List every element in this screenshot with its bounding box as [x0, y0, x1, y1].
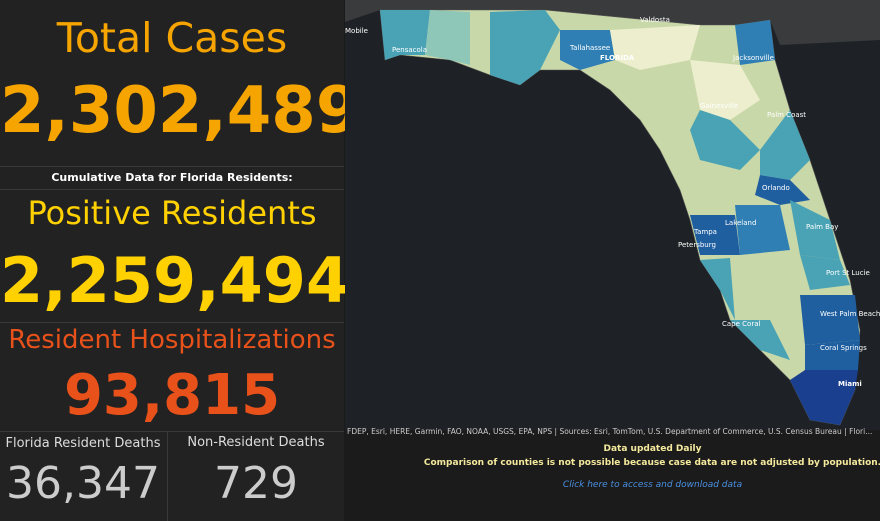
resident-deaths-title: Florida Resident Deaths [5, 436, 161, 451]
county [800, 255, 850, 290]
total-cases-value: 2,302,489 [0, 74, 361, 148]
county [730, 320, 790, 360]
total-cases-title: Total Cases [56, 14, 288, 62]
map-labels: Valdosta Mobile Pensacola Tallahassee FL… [345, 16, 880, 388]
county [380, 10, 430, 60]
county [490, 10, 560, 85]
map-label: Coral Springs [820, 344, 867, 352]
county [760, 110, 810, 180]
map-label: Mobile [345, 27, 368, 35]
map-label: West Palm Beach [820, 310, 880, 318]
county [755, 175, 810, 205]
county [560, 30, 615, 70]
map-label: Palm Bay [806, 223, 838, 231]
map-label: Pensacola [392, 46, 427, 54]
florida [379, 9, 861, 426]
map-label: Valdosta [640, 16, 670, 24]
map-label: FLORIDA [600, 54, 635, 62]
comparison-note: Comparison of counties is not possible b… [423, 458, 880, 468]
download-link[interactable]: Click here to access and download data [562, 480, 743, 490]
map: Valdosta Mobile Pensacola Tallahassee FL… [345, 0, 880, 430]
map-label: Miami [838, 380, 862, 388]
county [425, 10, 470, 65]
county [790, 370, 858, 425]
map-label: Tallahassee [569, 44, 610, 52]
divider [0, 189, 344, 190]
resident-deaths-value: 36,347 [6, 458, 160, 509]
county [610, 25, 700, 70]
footer: FDEP, Esri, HERE, Garmin, FAO, NOAA, USG… [345, 427, 880, 521]
county [805, 340, 860, 370]
land-north [345, 0, 880, 45]
divider [167, 431, 168, 521]
nonresident-deaths-value: 729 [214, 458, 298, 509]
map-label: Tampa [693, 228, 717, 236]
positive-value: 2,259,494 [0, 244, 350, 317]
divider [0, 431, 344, 432]
attribution: FDEP, Esri, HERE, Garmin, FAO, NOAA, USG… [347, 427, 873, 436]
county [700, 258, 735, 320]
map-label: Palm Coast [767, 111, 806, 119]
hosp-value: 93,815 [63, 363, 281, 428]
map-svg: Valdosta Mobile Pensacola Tallahassee FL… [345, 0, 880, 426]
county [800, 295, 860, 345]
map-label: Lakeland [725, 219, 756, 227]
map-label: Jacksonville [732, 54, 774, 62]
map-label: Orlando [762, 184, 790, 192]
nonresident-deaths-title: Non-Resident Deaths [187, 435, 325, 450]
map-label: Cape Coral [722, 320, 760, 328]
map-label: Petersburg [678, 241, 716, 249]
map-label: Gainesville [700, 102, 738, 110]
positive-title: Positive Residents [27, 194, 317, 232]
divider [0, 166, 344, 167]
county [690, 60, 760, 120]
county [690, 215, 740, 255]
county [790, 200, 840, 260]
subtitle: Cumulative Data for Florida Residents: [51, 171, 293, 184]
updated-note: Data updated Daily [603, 444, 702, 454]
map-label: Port St Lucie [826, 269, 870, 277]
county [735, 20, 775, 65]
hosp-title: Resident Hospitalizations [8, 325, 336, 355]
divider [0, 322, 344, 323]
county [690, 110, 760, 170]
county [735, 205, 790, 255]
stats-panel: Total Cases 2,302,489 Cumulative Data fo… [0, 0, 361, 521]
